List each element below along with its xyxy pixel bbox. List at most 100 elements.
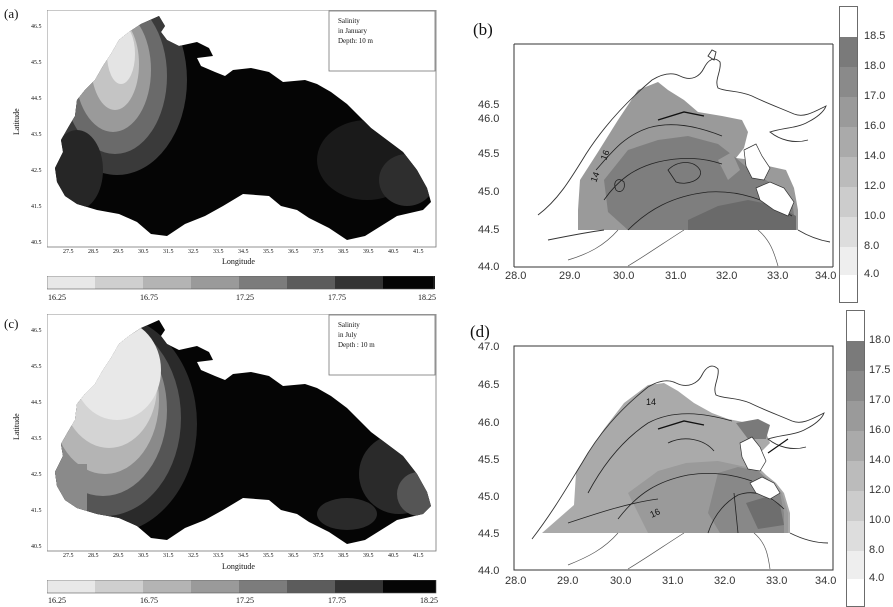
panel-c-xtick: 37.5 <box>313 553 324 559</box>
panel-c-xtick: 32.5 <box>188 553 199 559</box>
panel-a-cbar-label: 16.25 <box>48 293 66 302</box>
panel-d-colorbar <box>846 310 865 607</box>
panel-c-xtick: 30.5 <box>138 553 149 559</box>
panel-a-xtick: 32.5 <box>188 249 199 255</box>
panel-b-cbar-label: 16.0 <box>864 120 886 132</box>
panel-c-xtick: 29.5 <box>113 553 124 559</box>
panel-a-xtick: 35.5 <box>263 249 274 255</box>
panel-c-ylabel: Latitude <box>12 413 21 440</box>
panel-b-xtick: 33.0 <box>767 270 789 282</box>
panel-b-xtick: 29.0 <box>559 270 581 282</box>
panel-c-xtick: 33.5 <box>213 553 224 559</box>
panel-c-colorbar <box>47 580 437 594</box>
panel-d-cbar-label: 12.0 <box>869 484 891 496</box>
panel-b-label: (b) <box>473 20 493 39</box>
panel-c-cbar-label: 16.75 <box>140 596 158 605</box>
panel-c-legend-line3: Depth : 10 m <box>338 341 375 349</box>
panel-a-xtick: 33.5 <box>213 249 224 255</box>
panel-a-xtick: 38.5 <box>338 249 349 255</box>
panel-c-xtick: 34.5 <box>238 553 249 559</box>
panel-a-map <box>47 10 437 248</box>
panel-a-xtick: 34.5 <box>238 249 249 255</box>
panel-d-label: (d) <box>470 322 490 341</box>
panel-c-xtick: 39.5 <box>363 553 374 559</box>
panel-b-colorbar <box>839 6 858 303</box>
panel-b-map <box>513 43 834 268</box>
panel-b-cbar-label: 18.5 <box>864 30 886 42</box>
panel-a-ytick: 44.5 <box>31 96 42 102</box>
panel-b-ytick: 46.0 <box>478 113 500 125</box>
panel-d-ytick: 46.5 <box>478 379 500 391</box>
panel-a-legend-line3: Depth: 10 m <box>338 37 373 45</box>
panel-a-xtick: 31.5 <box>163 249 174 255</box>
panel-a-colorbar <box>47 276 435 290</box>
panel-d-map <box>513 345 834 571</box>
panel-d-xtick: 28.0 <box>505 575 527 587</box>
panel-b-cbar-label: 17.0 <box>864 90 886 102</box>
panel-a-xtick: 40.5 <box>388 249 399 255</box>
panel-c-ytick: 42.5 <box>31 472 42 478</box>
panel-c-ytick: 43.5 <box>31 436 42 442</box>
panel-d-cbar-label: 17.5 <box>869 364 891 376</box>
panel-a-label: (a) <box>4 6 19 21</box>
panel-c-xtick: 28.5 <box>88 553 99 559</box>
panel-d-xtick: 33.0 <box>766 575 788 587</box>
panel-d-cbar-label: 10.0 <box>869 514 891 526</box>
panel-d-cbar-label: 4.0 <box>869 572 885 584</box>
panel-d-cbar-label: 8.0 <box>869 544 885 556</box>
panel-a-xtick: 30.5 <box>138 249 149 255</box>
panel-a-ytick: 42.5 <box>31 168 42 174</box>
panel-c-xtick: 41.5 <box>413 553 424 559</box>
panel-a-xtick: 29.5 <box>113 249 124 255</box>
panel-b-cbar-label: 14.0 <box>864 150 886 162</box>
panel-a-cbar-label: 17.75 <box>328 293 346 302</box>
panel-d-ytick: 44.5 <box>478 528 500 540</box>
panel-c-cbar-label: 17.25 <box>236 596 254 605</box>
panel-a-cbar-label: 17.25 <box>236 293 254 302</box>
panel-b-ytick: 44.5 <box>478 224 500 236</box>
panel-d-xtick: 32.0 <box>714 575 736 587</box>
panel-a-xtick: 36.5 <box>288 249 299 255</box>
panel-a-xtick: 27.5 <box>63 249 74 255</box>
panel-d-xtick: 31.0 <box>662 575 684 587</box>
panel-a-ytick: 41.5 <box>31 204 42 210</box>
panel-d-cbar-label: 17.0 <box>869 394 891 406</box>
panel-c-legend-line2: in July <box>338 331 357 339</box>
panel-c-xtick: 35.5 <box>263 553 274 559</box>
panel-c-xtick: 36.5 <box>288 553 299 559</box>
panel-b-cbar-label: 12.0 <box>864 180 886 192</box>
panel-d-xtick: 34.0 <box>815 575 837 587</box>
panel-a-cbar-label: 16.75 <box>140 293 158 302</box>
panel-b-xtick: 30.0 <box>613 270 635 282</box>
panel-c-ytick: 41.5 <box>31 508 42 514</box>
panel-b-cbar-label: 18.0 <box>864 60 886 72</box>
panel-c-ytick: 44.5 <box>31 400 42 406</box>
panel-c-label: (c) <box>4 316 19 331</box>
panel-a-cbar-label: 18.25 <box>418 293 436 302</box>
panel-c-xtick: 40.5 <box>388 553 399 559</box>
panel-c-xtick: 38.5 <box>338 553 349 559</box>
panel-b-ytick: 45.5 <box>478 148 500 160</box>
panel-a-xtick: 41.5 <box>413 249 424 255</box>
panel-a-xtick: 37.5 <box>313 249 324 255</box>
panel-b-ytick: 44.0 <box>478 261 500 273</box>
panel-c-ytick: 40.5 <box>31 544 42 550</box>
panel-d-ytick: 44.0 <box>478 565 500 577</box>
panel-d-ytick: 45.5 <box>478 454 500 466</box>
panel-b-cbar-label: 10.0 <box>864 210 886 222</box>
panel-b-xtick: 32.0 <box>716 270 738 282</box>
panel-a-ytick: 43.5 <box>31 132 42 138</box>
panel-d-cbar-label: 18.0 <box>869 334 891 346</box>
panel-b-xtick: 34.0 <box>815 270 837 282</box>
panel-a-ylabel: Latitude <box>12 108 21 135</box>
panel-a-legend-line1: Salinity <box>338 17 360 25</box>
panel-a-ytick: 46.5 <box>31 24 42 30</box>
panel-b-cbar-label: 4.0 <box>864 268 880 280</box>
panel-b-xtick: 28.0 <box>505 270 527 282</box>
panel-a-xtick: 39.5 <box>363 249 374 255</box>
panel-b-cbar-label: 8.0 <box>864 240 880 252</box>
panel-b-xtick: 31.0 <box>665 270 687 282</box>
panel-c-xtick: 31.5 <box>163 553 174 559</box>
panel-d-xtick: 30.0 <box>610 575 632 587</box>
panel-d-cbar-label: 16.0 <box>869 424 891 436</box>
